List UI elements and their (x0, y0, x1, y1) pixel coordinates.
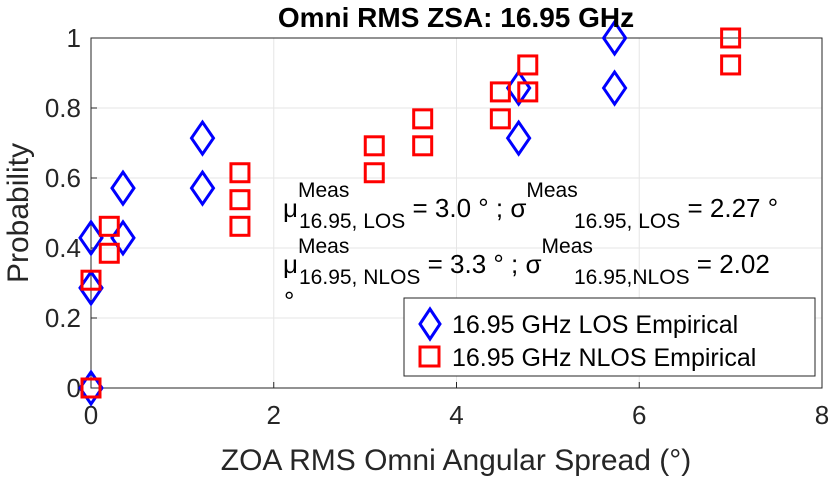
sigma-value: = 2.27 ° (680, 193, 778, 223)
nlos-data-point (412, 108, 434, 130)
y-tick-label: 0.2 (45, 303, 81, 333)
legend-los-label: 16.95 GHz LOS Empirical (452, 311, 738, 339)
nlos-data-point (517, 54, 539, 76)
legend-nlos-label: 16.95 GHz NLOS Empirical (452, 344, 756, 372)
mu-superscript: Meas (298, 179, 349, 202)
mu-superscript: Meas (298, 235, 349, 258)
legend-box (403, 297, 816, 377)
nlos-data-point (363, 135, 385, 157)
nlos-data-point (80, 377, 102, 399)
x-tick-label: 2 (267, 400, 281, 430)
nlos-data-point (229, 215, 251, 237)
nlos-data-point (229, 162, 251, 184)
los-data-point (78, 369, 104, 407)
los-data-point (78, 269, 104, 307)
x-tick-label: 4 (449, 400, 463, 430)
mu-subscript: 16.95, NLOS (299, 266, 420, 289)
x-tick-label: 0 (84, 400, 98, 430)
nlos-data-point (98, 215, 120, 237)
sigma-superscript: Meas (526, 179, 577, 202)
nlos-data-point (517, 81, 539, 103)
mu-subscript: 16.95, LOS (299, 210, 405, 233)
los-data-point (601, 19, 628, 57)
los-data-point (505, 119, 532, 157)
los-data-point (110, 219, 136, 257)
sigma-superscript: Meas (542, 235, 593, 258)
stats-annotation-degree: ° (284, 286, 294, 316)
mu-value: = 3.0 ° ; (405, 193, 510, 223)
series-los (78, 19, 628, 407)
mu-symbol: μ (283, 249, 298, 279)
y-tick-label: 1 (67, 23, 81, 53)
y-tick-label: 0.6 (45, 163, 81, 193)
legend-los-marker (418, 306, 442, 342)
legend-nlos-marker (418, 345, 441, 368)
x-tick-label: 6 (632, 400, 646, 430)
y-tick-label: 0.8 (45, 93, 81, 123)
y-tick-label: 0 (67, 373, 81, 403)
nlos-data-point (489, 81, 511, 103)
series-nlos (80, 27, 742, 399)
legend: 16.95 GHz LOS Empirical 16.95 GHz NLOS E… (403, 297, 816, 377)
y-axis-label: Probability (2, 143, 35, 283)
mu-value: = 3.3 ° ; (420, 249, 525, 279)
stats-annotation-los: μMeas 16.95, LOS = 3.0 ° ; σMeas 16.95, LO… (283, 179, 778, 233)
sigma-symbol: σ (525, 249, 541, 279)
y-tick-label: 0.4 (45, 233, 81, 263)
nlos-data-point (412, 135, 434, 157)
los-data-point (110, 169, 136, 207)
los-data-point (189, 169, 216, 207)
marks (78, 19, 742, 407)
chart-title: Omni RMS ZSA: 16.95 GHz (278, 2, 634, 33)
los-data-point (78, 219, 104, 257)
nlos-data-point (720, 54, 742, 76)
x-tick-label: 8 (815, 400, 829, 430)
los-data-point (189, 119, 216, 157)
nlos-data-point (489, 108, 511, 130)
sigma-symbol: σ (510, 193, 526, 223)
sigma-subscript: 16.95, LOS (574, 210, 680, 233)
nlos-data-point (363, 162, 385, 184)
x-axis-label: ZOA RMS Omni Angular Spread (°) (221, 444, 692, 477)
nlos-data-point (229, 189, 251, 211)
mu-symbol: μ (283, 193, 298, 223)
nlos-data-point (720, 27, 742, 49)
sigma-subscript: 16.95,NLOS (574, 266, 690, 289)
sigma-value: = 2.02 (690, 249, 770, 279)
stats-annotation-nlos: μMeas 16.95, NLOS = 3.3 ° ; σMeas 16.95,NL… (283, 235, 770, 289)
ticks: 0 2 4 6 8 0 0.2 0.4 0.6 0.8 1 (45, 23, 829, 430)
los-data-point (601, 69, 628, 107)
nlos-data-point (98, 242, 120, 264)
nlos-data-point (80, 269, 102, 291)
